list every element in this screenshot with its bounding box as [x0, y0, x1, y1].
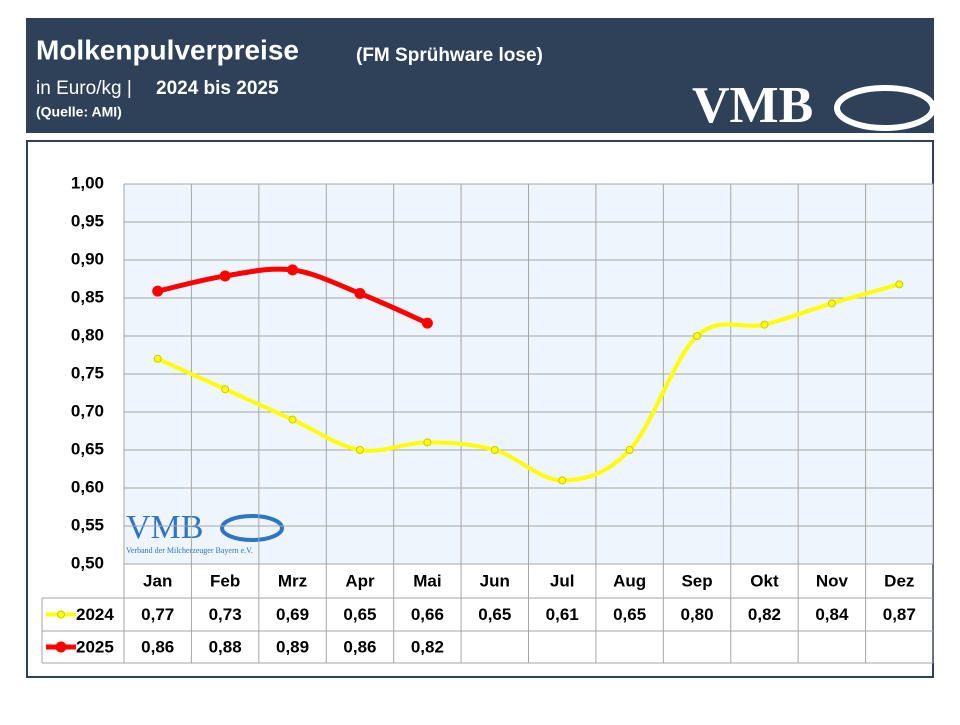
legend-marker — [55, 641, 67, 653]
table-value: 0,69 — [276, 605, 309, 624]
y-tick-label: 0,65 — [71, 439, 104, 458]
subtitle: in Euro/kg | — [36, 78, 132, 99]
y-tick-label: 0,60 — [71, 477, 104, 496]
y-tick-label: 0,75 — [71, 363, 104, 382]
data-point — [288, 415, 297, 424]
table-value: 0,87 — [883, 605, 916, 624]
watermark-text: Verband der Milcherzeuger Bayern e.V. — [126, 546, 253, 555]
x-tick-label: Jan — [143, 571, 172, 590]
legend-marker — [57, 610, 65, 619]
logo: VMB — [692, 77, 813, 134]
header-band — [26, 18, 934, 133]
x-tick-label: Feb — [210, 571, 240, 590]
table-value: 0,73 — [209, 605, 242, 624]
data-point — [153, 354, 162, 363]
data-point — [625, 446, 634, 454]
y-tick-label: 0,90 — [71, 249, 104, 268]
table-value: 0,86 — [343, 637, 376, 656]
y-tick-label: 0,50 — [71, 553, 104, 572]
y-tick-label: 0,95 — [71, 211, 104, 230]
period: 2024 bis 2025 — [156, 78, 279, 99]
data-point — [219, 270, 231, 282]
title: Molkenpulverpreise — [36, 34, 299, 65]
legend-label: 2025 — [76, 637, 114, 656]
x-tick-label: Jul — [550, 571, 575, 590]
table-value: 0,86 — [141, 637, 174, 656]
logo-swoosh — [834, 85, 936, 131]
x-tick-label: Apr — [345, 571, 375, 590]
table-value: 0,82 — [411, 637, 444, 656]
y-tick-label: 0,70 — [71, 401, 104, 420]
table-value: 0,84 — [815, 605, 849, 624]
data-point — [693, 332, 702, 340]
data-point — [287, 264, 299, 276]
table-value: 0,61 — [546, 605, 579, 624]
table-value: 0,66 — [411, 605, 444, 624]
x-tick-label: Mrz — [278, 571, 307, 590]
table-value: 0,82 — [748, 605, 781, 624]
data-point — [423, 438, 432, 447]
table-value: 0,65 — [343, 605, 376, 624]
legend-label: 2024 — [76, 605, 114, 624]
y-tick-label: 0,85 — [71, 287, 104, 306]
data-point — [221, 385, 230, 394]
watermark-logo: VMB — [126, 509, 203, 546]
x-tick-label: Nov — [816, 571, 849, 590]
y-tick-label: 0,55 — [71, 515, 104, 534]
data-point — [490, 446, 499, 454]
table-value: 0,80 — [680, 605, 713, 624]
table-value: 0,77 — [141, 605, 174, 624]
x-tick-label: Aug — [613, 571, 646, 590]
y-tick-label: 1,00 — [71, 173, 104, 192]
table-value: 0,65 — [613, 605, 646, 624]
x-tick-label: Jun — [480, 571, 510, 590]
x-tick-label: Mai — [413, 571, 441, 590]
data-point — [760, 320, 769, 329]
x-tick-label: Sep — [681, 571, 712, 590]
x-tick-label: Dez — [884, 571, 914, 590]
title-note: (FM Sprühware lose) — [356, 45, 543, 66]
y-tick-label: 0,80 — [71, 325, 104, 344]
table-value: 0,65 — [478, 605, 511, 624]
data-point — [895, 280, 904, 289]
data-point — [827, 299, 836, 308]
x-tick-label: Okt — [750, 571, 779, 590]
table-value: 0,88 — [209, 637, 242, 656]
table-value: 0,89 — [276, 637, 309, 656]
data-point — [421, 317, 433, 329]
source: (Quelle: AMI) — [36, 104, 122, 120]
data-point — [558, 476, 567, 485]
data-point — [354, 287, 366, 299]
watermark-swoosh — [220, 514, 284, 542]
data-point — [152, 285, 164, 297]
data-point — [355, 446, 364, 454]
